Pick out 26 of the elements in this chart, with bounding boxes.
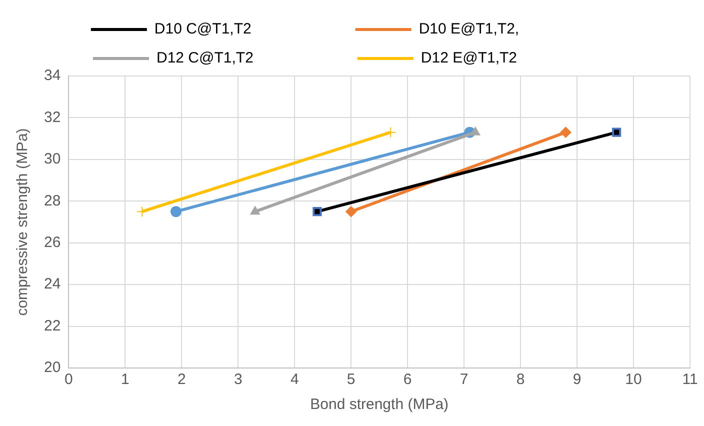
- y-tick-label: 30: [44, 150, 61, 168]
- y-tick-label: 20: [44, 359, 61, 376]
- x-tick-label: 1: [120, 371, 130, 388]
- y-tick-label: 22: [44, 317, 61, 334]
- y-tick-label: 24: [44, 276, 61, 293]
- x-tick-label: 3: [234, 371, 242, 388]
- legend-label: D10 E@T1,T2,: [418, 20, 610, 38]
- legend-label: D10 C@T1,T2: [154, 20, 342, 38]
- legend-label: D12 E@T1,T2: [420, 50, 608, 67]
- x-axis-title: Bond strength (MPa): [310, 396, 449, 414]
- x-tick-label: 8: [516, 371, 525, 388]
- x-tick-label: 0: [64, 371, 73, 388]
- x-tick-label: 2: [177, 371, 186, 388]
- y-tick-label: 34: [44, 67, 61, 84]
- x-tick-label: 10: [625, 371, 642, 388]
- x-tick-label: 9: [572, 371, 582, 388]
- legend-label: D12 C@T1,T2: [156, 50, 344, 67]
- y-tick-label: 26: [44, 234, 61, 251]
- x-tick-label: 5: [346, 371, 356, 388]
- x-tick-label: 7: [460, 371, 468, 388]
- x-tick-label: 11: [682, 371, 698, 388]
- y-tick-label: 28: [44, 192, 61, 210]
- y-tick-label: 32: [44, 108, 61, 126]
- x-tick-label: 4: [290, 371, 299, 388]
- y-axis-title: compressive strength (MPa): [14, 128, 32, 316]
- x-tick-label: 6: [403, 371, 412, 388]
